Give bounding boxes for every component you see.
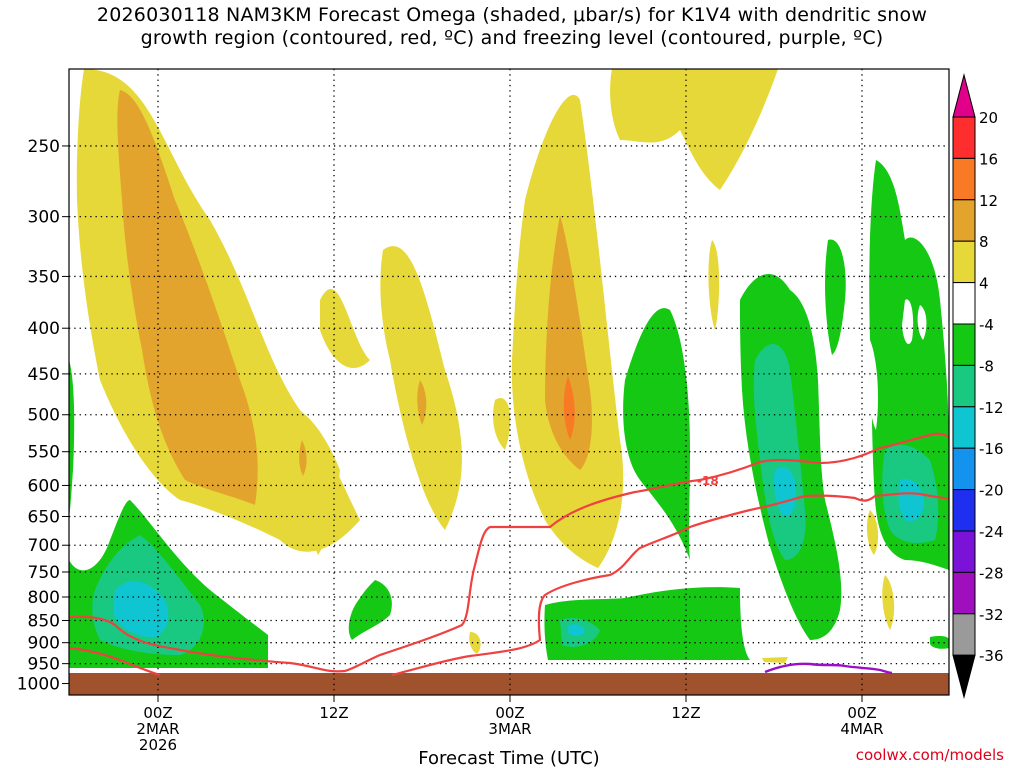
y-tick-label: 650: [28, 507, 60, 527]
omega-positive-area: [262, 403, 340, 555]
contour-label: -18: [697, 474, 719, 488]
x-tick-label: 00Z: [143, 704, 172, 722]
dgz-contour: [391, 492, 949, 677]
omega-negative-area: [348, 580, 392, 640]
colorbar-swatch: [952, 364, 976, 408]
colorbar-swatch: [952, 323, 976, 366]
colorbar-label: -12: [979, 399, 1004, 417]
colorbar-label: -20: [979, 482, 1004, 500]
colorbar-swatch: [952, 199, 976, 242]
omega-strongest-positive-area: [563, 376, 575, 440]
colorbar-swatch: [952, 571, 976, 615]
colorbar-label: -4: [979, 316, 994, 334]
colorbar-label: -16: [979, 440, 1004, 458]
x-tick-label: 3MAR: [488, 720, 531, 738]
grid-lines: [69, 69, 949, 695]
credit-text: coolwx.com/models: [855, 746, 1004, 764]
colorbar-label: -8: [979, 357, 994, 375]
y-tick-label: 600: [28, 476, 60, 496]
omega-field: [69, 69, 949, 695]
y-tick-label: 700: [28, 536, 60, 556]
colorbar-swatch: [952, 489, 976, 532]
omega-strong-positive-area: [417, 380, 427, 425]
colorbar-label: -32: [979, 606, 1004, 624]
omega-negative-area: [930, 636, 949, 649]
omega-positive-area: [493, 398, 511, 450]
colorbar-label: -24: [979, 523, 1004, 541]
omega-neutral-area: [78, 470, 87, 510]
colorbar-label: 16: [979, 150, 998, 168]
colorbar-label: 8: [979, 233, 989, 251]
omega-neutral-area: [902, 299, 914, 345]
omega-positive-area: [762, 657, 788, 663]
colorbar-swatch: [952, 116, 976, 159]
y-tick-label: 550: [28, 443, 60, 463]
x-tick-label: 4MAR: [840, 720, 883, 738]
dgz-contour: [69, 432, 949, 673]
dgz-contour: [69, 646, 161, 677]
omega-strong-positive-area: [117, 90, 258, 505]
x-axis-label: Forecast Time (UTC): [418, 748, 599, 768]
x-tick-label: 12Z: [671, 704, 700, 722]
omega-neutral-area: [917, 305, 927, 340]
colorbar-swatch: [952, 447, 976, 491]
colorbar-swatch: [952, 530, 976, 573]
colorbar-swatch: [952, 613, 976, 656]
colorbar-swatch: [952, 157, 976, 201]
omega-stronger-negative-area: [113, 581, 169, 638]
title-line-1: 2026030118 NAM3KM Forecast Omega (shaded…: [96, 4, 928, 26]
x-tick-label: 12Z: [319, 704, 348, 722]
y-tick-label: 850: [28, 612, 60, 632]
omega-stronger-negative-area: [568, 624, 585, 637]
y-tick-label: 250: [28, 137, 60, 157]
y-tick-label: 500: [28, 406, 60, 426]
contours: -18: [69, 432, 949, 677]
omega-positive-area: [708, 240, 720, 330]
colorbar-bottom-arrow: [952, 654, 976, 700]
colorbar-label: -28: [979, 564, 1004, 582]
x-tick-label: 2026: [139, 736, 177, 754]
omega-stronger-negative-area: [898, 478, 925, 522]
omega-neutral-area: [868, 340, 878, 430]
title-line-2: growth region (contoured, red, ºC) and f…: [140, 27, 884, 49]
y-tick-label: 300: [28, 208, 60, 228]
omega-negative-area: [544, 587, 750, 660]
chart-title: 2026030118 NAM3KM Forecast Omega (shaded…: [0, 4, 1024, 50]
omega-positive-area: [469, 632, 481, 654]
omega-strong-positive-area: [545, 215, 592, 470]
y-tick-label: 400: [28, 319, 60, 339]
colorbar: 20 16 12 8 4 -4 -8 -12 -16 -20 -24 -28 -32 -36: [952, 73, 1004, 700]
ground-surface: [69, 673, 949, 695]
y-tick-label: 800: [28, 588, 60, 608]
omega-negative-area: [69, 360, 75, 520]
plot-frame: [68, 68, 950, 696]
colorbar-label: 12: [979, 192, 998, 210]
colorbar-swatch: [952, 406, 976, 449]
omega-negative-area: [825, 239, 846, 355]
x-tick-label: 2MAR: [136, 720, 179, 738]
y-tick-label: 1000: [17, 675, 60, 695]
colorbar-label: 20: [979, 109, 998, 127]
y-tick-label: 450: [28, 365, 60, 385]
x-tick-label: 00Z: [495, 704, 524, 722]
y-tick-label: 350: [28, 267, 60, 287]
x-tick-label: 00Z: [847, 704, 876, 722]
y-tick-label: 750: [28, 563, 60, 583]
omega-negative-area: [623, 308, 690, 560]
omega-positive-area: [866, 510, 879, 555]
colorbar-label: -36: [979, 647, 1004, 665]
y-axis: 2503003504004505005506006507007508008509…: [17, 137, 69, 695]
colorbar-swatch: [952, 240, 976, 284]
colorbar-top-arrow: [952, 73, 976, 118]
freezing-level-contour: [764, 662, 893, 675]
y-tick-label: 950: [28, 655, 60, 675]
colorbar-label: 4: [979, 275, 989, 293]
omega-positive-area: [610, 69, 778, 190]
y-tick-label: 900: [28, 634, 60, 654]
colorbar-swatch: [952, 282, 976, 325]
omega-strong-positive-area: [299, 440, 307, 476]
omega-positive-area: [882, 575, 895, 630]
